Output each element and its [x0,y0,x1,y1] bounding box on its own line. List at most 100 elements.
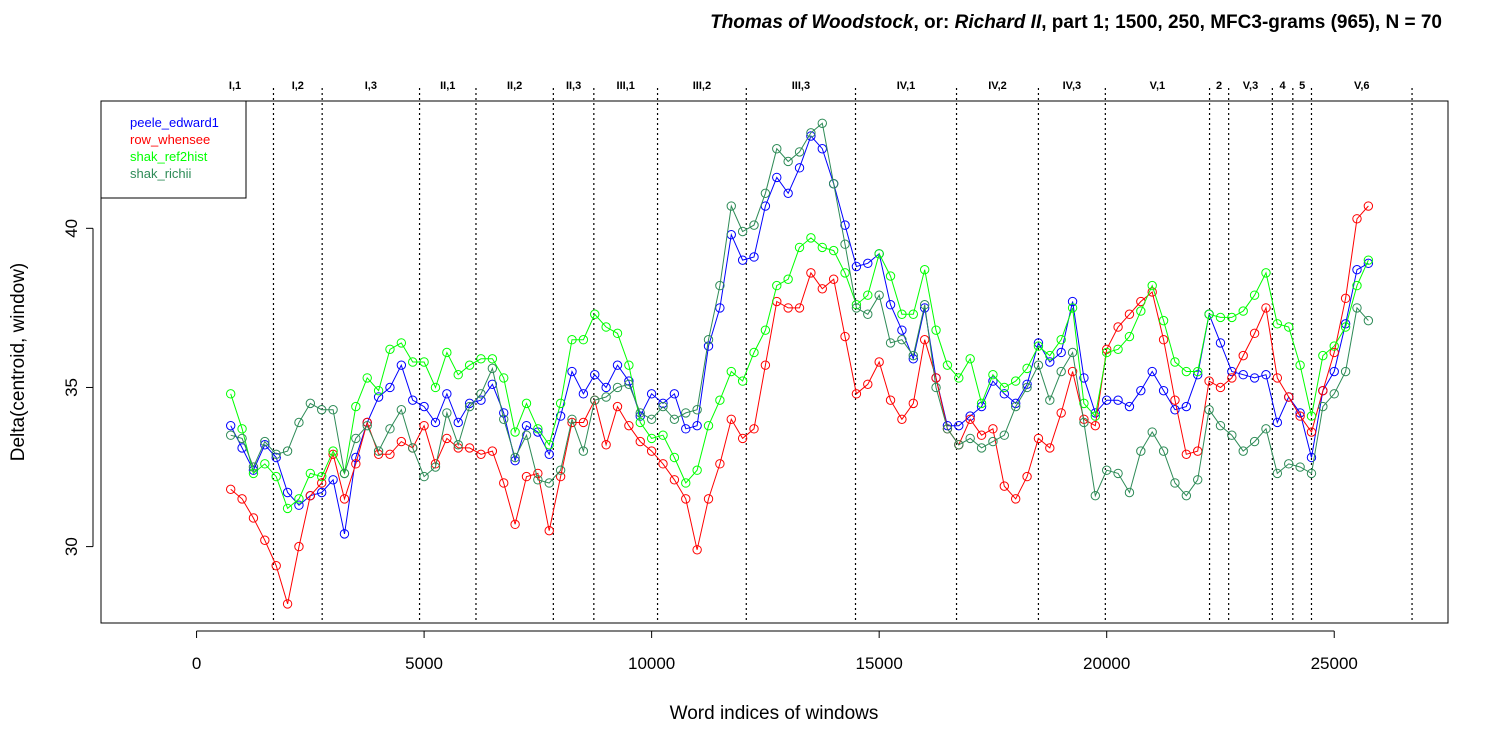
data-point [1284,459,1294,469]
data-point [885,338,896,348]
data-point [1124,401,1135,412]
data-point [1101,465,1112,475]
data-point [658,401,668,412]
data-point [237,494,247,504]
scene-label: IV,3 [1063,80,1082,92]
data-point [1249,373,1260,383]
data-point [442,347,452,358]
data-point [305,398,316,409]
data-point [351,433,361,444]
data-point [499,408,509,418]
data-point [851,300,862,310]
data-point [282,503,293,514]
data-point [1227,373,1237,383]
data-point [1238,370,1248,380]
data-point [453,440,463,450]
data-point [282,599,293,609]
data-point [624,360,634,370]
data-point [1352,280,1362,291]
title-part-4: , part 1; 1500, 250, MFC3-grams (965), N… [1041,12,1442,33]
data-point [988,370,998,380]
data-point [510,519,520,530]
data-point [635,436,645,447]
data-point [260,440,270,450]
data-point [260,459,270,469]
data-point [1124,331,1135,342]
data-point [646,446,657,456]
data-point [897,309,907,319]
data-point [544,478,554,488]
data-point [373,385,384,396]
y-tick-label: 35 [62,378,81,397]
data-point [908,398,918,409]
data-point [1056,366,1066,377]
data-point [1215,312,1226,323]
data-point [1249,436,1260,447]
data-point [408,357,418,367]
legend-box [100,100,247,199]
data-point [396,360,407,370]
data-point [612,401,623,412]
data-point [408,443,418,453]
data-point [1033,433,1044,444]
data-point [1101,347,1112,358]
data-point [1272,417,1283,428]
data-point [863,379,873,389]
data-point [1158,385,1169,396]
data-point [976,443,987,453]
plot-frame [100,100,1449,624]
data-point [385,382,395,393]
data-point [260,436,270,447]
data-point [851,389,862,399]
data-point [897,325,907,335]
data-point [567,414,577,424]
data-point [919,300,930,310]
data-point [840,331,850,342]
title-part-2: , or: [913,12,955,33]
data-point [1113,344,1123,354]
data-point [419,357,429,367]
data-point [1340,322,1351,332]
data-point [817,242,827,253]
data-point [419,471,429,482]
data-point [760,188,771,199]
data-point [1295,408,1305,418]
data-point [271,449,281,460]
data-point [1113,395,1123,405]
data-point [931,373,941,383]
data-point [1101,395,1112,405]
data-point [681,494,691,504]
data-point [487,363,498,374]
data-point [578,389,589,399]
data-point [1306,452,1317,463]
data-point [1204,376,1214,386]
data-point [1227,312,1237,323]
data-point [863,258,873,269]
data-point [476,395,486,405]
data-point [658,398,668,409]
data-point [692,465,702,475]
data-point [1170,357,1180,367]
data-point [1215,420,1226,431]
data-point [237,424,247,434]
scene-label: III,3 [792,80,810,92]
data-point [1340,293,1351,304]
data-point [419,420,429,431]
data-point [692,545,702,555]
data-point [646,433,657,444]
data-point [601,392,611,402]
data-point [328,475,338,485]
data-point [510,452,520,463]
data-point [1363,255,1374,265]
data-point [487,379,498,389]
data-point [521,471,532,482]
data-point [521,398,532,409]
data-point [271,561,281,571]
data-point [396,436,407,447]
data-point [294,494,304,504]
series-line [230,205,1369,605]
scene-label: I,2 [292,80,304,92]
data-point [1124,309,1135,319]
data-point [555,411,566,421]
